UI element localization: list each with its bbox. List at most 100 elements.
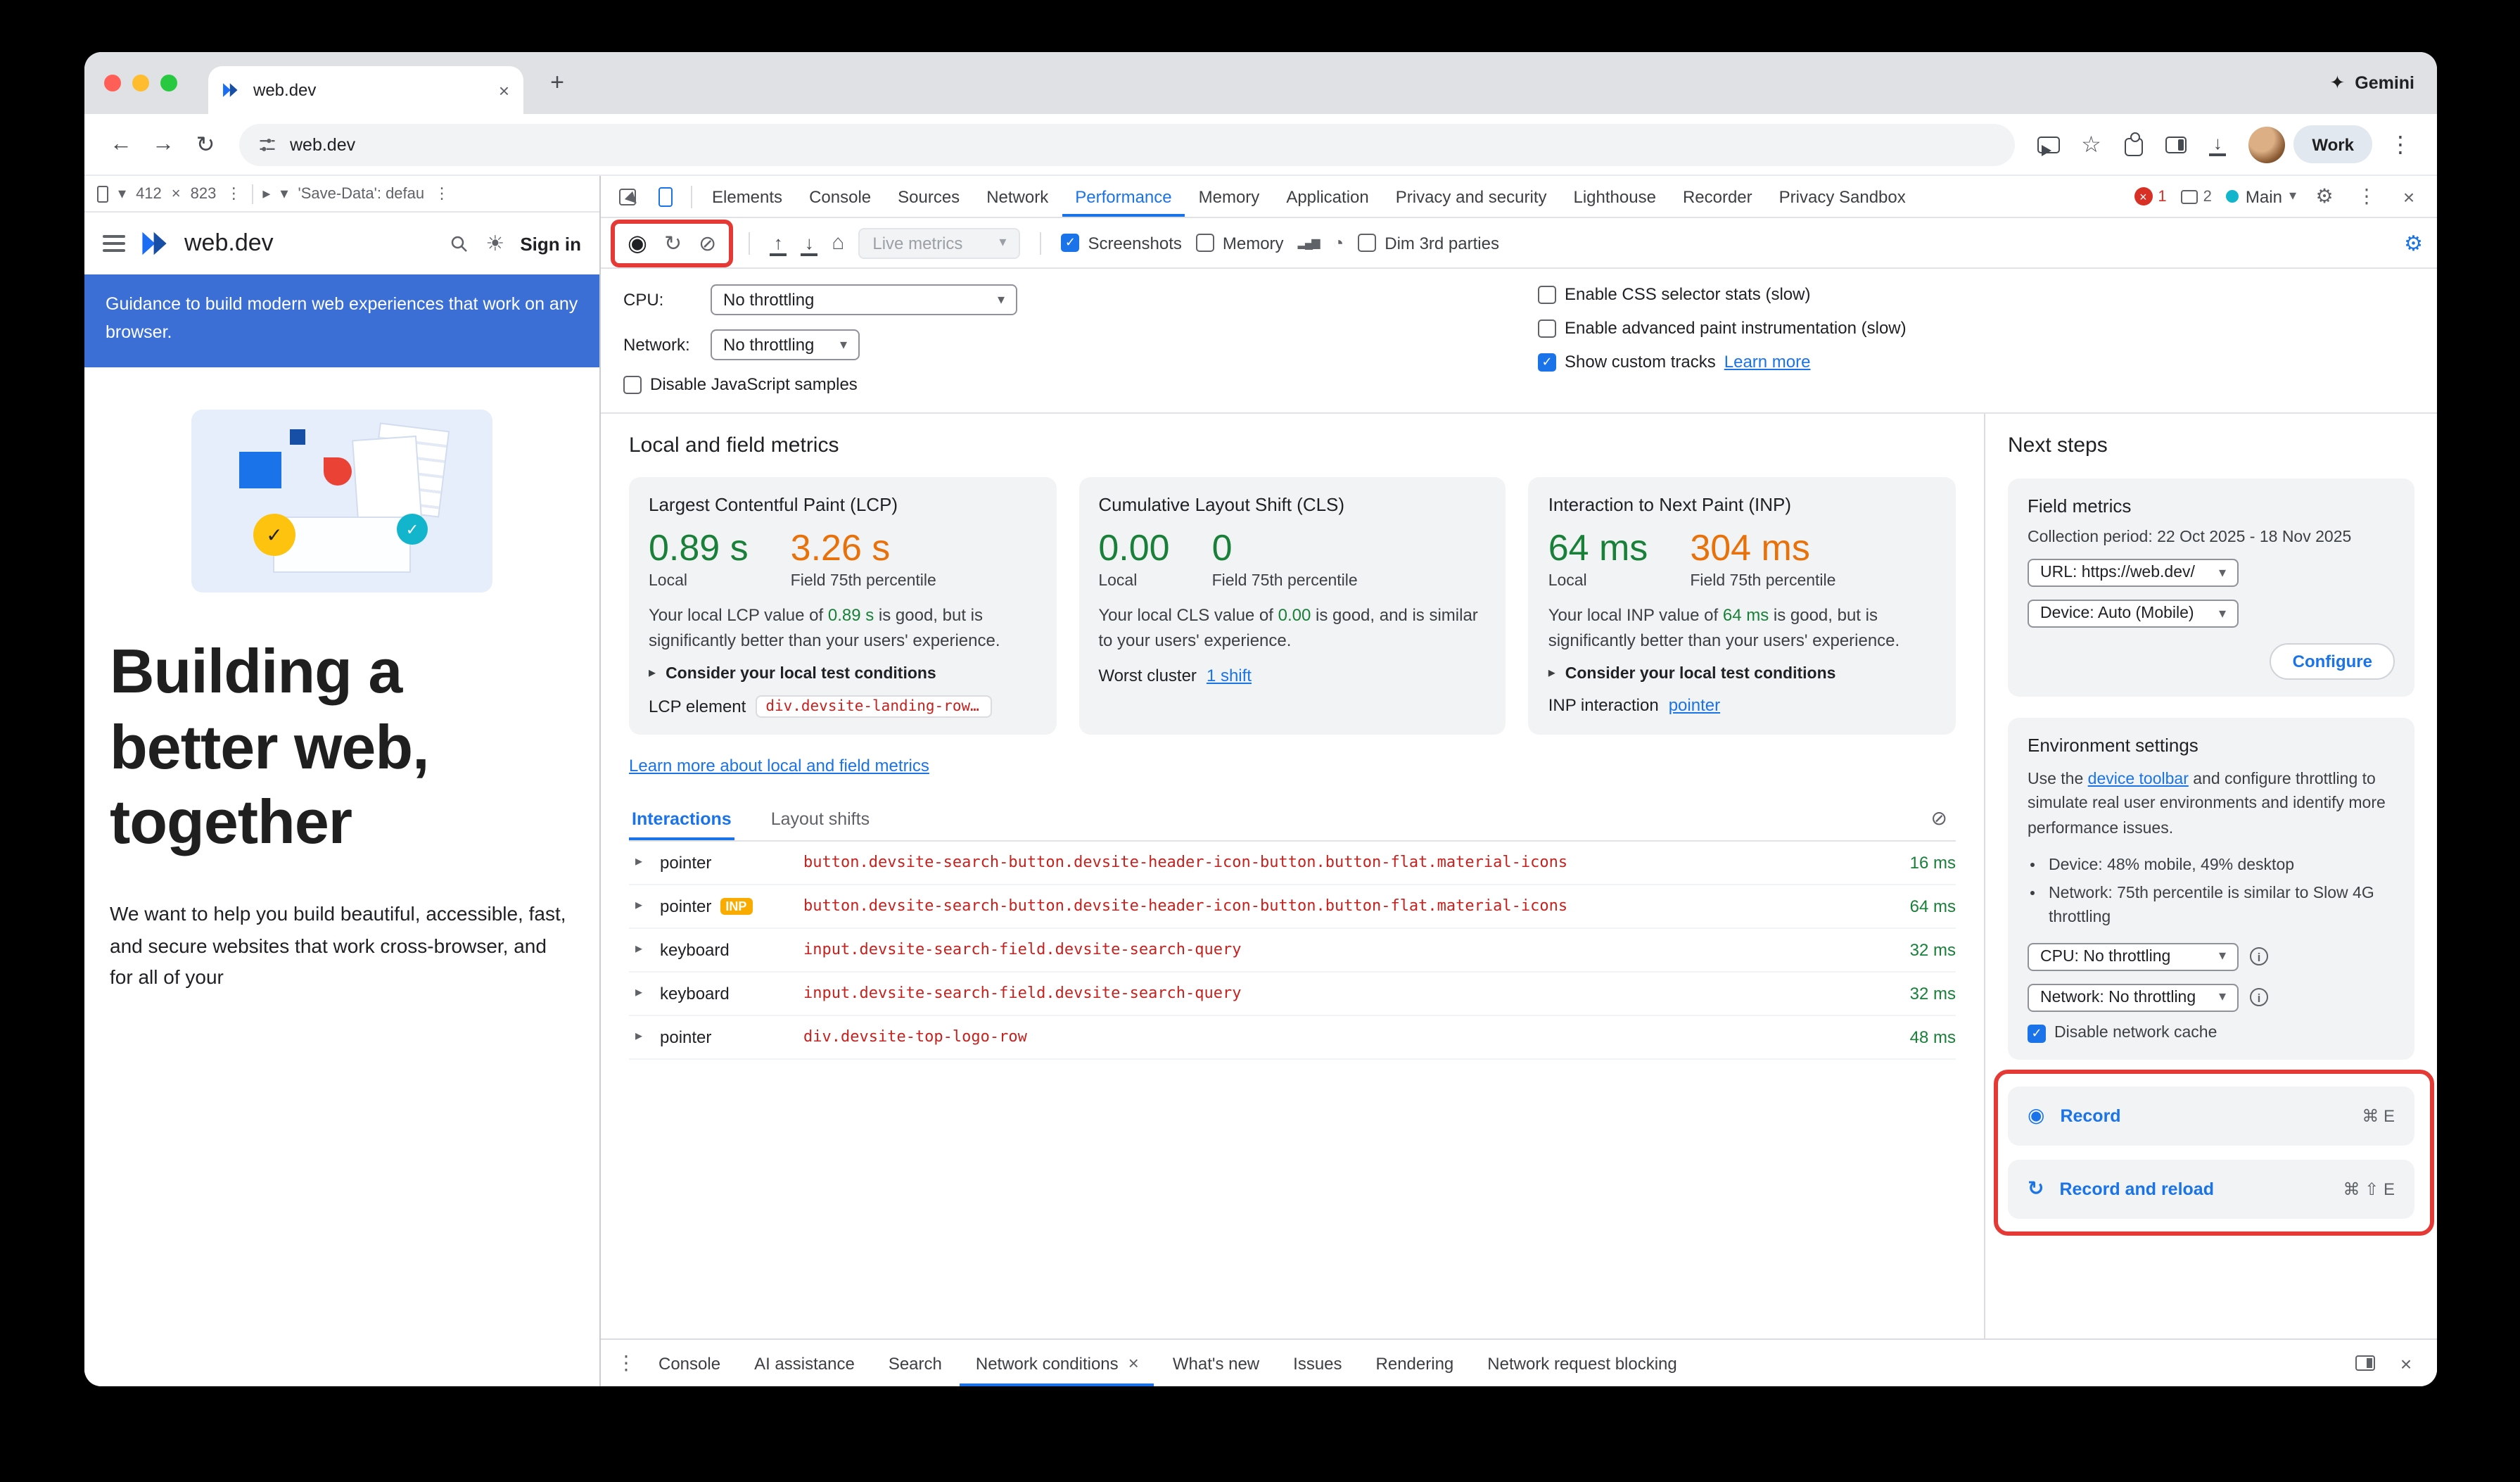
site-banner[interactable]: Guidance to build modern web experiences…	[84, 274, 599, 367]
drawer-tab-network-conditions[interactable]: Network conditions ×	[960, 1340, 1154, 1386]
row-chevron-icon[interactable]: ▸	[635, 1029, 643, 1045]
profile-pill[interactable]: Work	[2293, 125, 2372, 163]
row-chevron-icon[interactable]: ▸	[635, 854, 643, 870]
tab-sources[interactable]: Sources	[898, 186, 960, 206]
custom-tracks-checkbox[interactable]: ✓	[1538, 353, 1556, 371]
close-window-button[interactable]	[104, 75, 121, 91]
record-button[interactable]: ◉ Record ⌘ E	[2008, 1086, 2414, 1146]
messages-badge[interactable]: 2	[2180, 188, 2212, 205]
drawer-tab-network-request-blocking[interactable]: Network request blocking	[1487, 1353, 1677, 1373]
interaction-row[interactable]: ▸ keyboard input.devsite-search-field.de…	[629, 972, 1956, 1016]
tab-close-icon[interactable]: ×	[498, 80, 509, 101]
css-selector-stats-row[interactable]: Enable CSS selector stats (slow)	[1538, 284, 1907, 304]
drawer-tab-whats-new[interactable]: What's new	[1172, 1353, 1260, 1373]
viewport-width[interactable]: 412	[136, 185, 162, 202]
live-metrics-select[interactable]: Live metrics ▾	[858, 227, 1021, 258]
theme-toggle-icon[interactable]: ☀	[485, 232, 505, 256]
tab-layout-shifts[interactable]: Layout shifts	[770, 809, 870, 829]
drawer-menu-kebab-icon[interactable]: ⋮	[616, 1351, 636, 1374]
address-bar[interactable]: web.dev	[239, 123, 2016, 165]
device-toolbar-link[interactable]: device toolbar	[2087, 771, 2189, 788]
cast-icon[interactable]	[2029, 125, 2068, 164]
tab-performance[interactable]: Performance	[1062, 176, 1184, 217]
sidebar-cpu-select[interactable]: CPU: No throttling ▾	[2028, 942, 2239, 971]
tab-recorder[interactable]: Recorder	[1682, 186, 1752, 206]
sign-in-link[interactable]: Sign in	[520, 233, 581, 254]
row-chevron-icon[interactable]: ▸	[635, 898, 643, 914]
cpu-info-icon[interactable]	[2250, 947, 2268, 966]
record-and-reload-icon[interactable]: ↻	[663, 232, 682, 255]
minimize-window-button[interactable]	[132, 75, 149, 91]
media-caret-icon[interactable]: ▾	[280, 186, 288, 203]
capture-settings-gear-icon[interactable]: ⚙	[2404, 232, 2423, 255]
device-select-icon[interactable]	[97, 185, 108, 202]
browser-tab[interactable]: web.dev ×	[208, 66, 523, 114]
devtools-close-icon[interactable]: ×	[2403, 185, 2415, 208]
metrics-learn-more-link[interactable]: Learn more about local and field metrics	[629, 755, 929, 775]
cpu-throttling-select[interactable]: No throttling ▾	[711, 284, 1017, 315]
network-info-icon[interactable]	[2250, 988, 2268, 1007]
side-panel-icon[interactable]	[2156, 125, 2195, 164]
emulated-media-value[interactable]: 'Save-Data': defau	[298, 185, 425, 202]
clear-icon[interactable]: ⊘	[699, 232, 717, 255]
drawer-close-icon[interactable]: ×	[2400, 1352, 2412, 1374]
forward-button[interactable]: →	[152, 132, 174, 156]
drawer-tab-console[interactable]: Console	[658, 1353, 721, 1373]
memory-checkbox-row[interactable]: Memory	[1195, 233, 1284, 253]
paint-instrumentation-row[interactable]: Enable advanced paint instrumentation (s…	[1538, 318, 1907, 338]
extensions-puzzle-icon[interactable]	[2113, 125, 2153, 164]
device-select-caret[interactable]: ▾	[118, 186, 127, 203]
search-icon[interactable]	[449, 233, 470, 254]
row-chevron-icon[interactable]: ▸	[635, 942, 643, 958]
disable-js-samples-row[interactable]: Disable JavaScript samples	[623, 374, 1538, 394]
zoom-window-button[interactable]	[160, 75, 177, 91]
drawer-tab-close-icon[interactable]: ×	[1128, 1353, 1139, 1374]
error-badge[interactable]: × 1	[2134, 187, 2167, 205]
drawer-tab-rendering[interactable]: Rendering	[1375, 1353, 1454, 1373]
tab-interactions[interactable]: Interactions	[629, 797, 734, 840]
devtools-settings-gear-icon[interactable]: ⚙	[2315, 184, 2334, 207]
disable-js-samples-checkbox[interactable]	[623, 375, 642, 393]
bookmark-star-icon[interactable]: ☆	[2081, 133, 2101, 157]
new-tab-button[interactable]: +	[550, 69, 564, 96]
screenshots-checkbox-row[interactable]: ✓ Screenshots	[1061, 233, 1182, 253]
downloads-icon[interactable]: ↓	[2198, 125, 2237, 164]
record-icon[interactable]: ◉	[628, 232, 647, 255]
drawer-tab-search[interactable]: Search	[888, 1353, 942, 1373]
browser-menu-kebab-icon[interactable]: ⋮	[2389, 133, 2412, 157]
media-chevron-icon[interactable]: ▸	[262, 186, 271, 203]
profile-avatar[interactable]	[2248, 126, 2286, 163]
drawer-dock-icon[interactable]	[2355, 1355, 2375, 1371]
screenshots-checkbox[interactable]: ✓	[1061, 234, 1080, 252]
tab-console[interactable]: Console	[809, 186, 872, 206]
lcp-expander[interactable]: ▸ Consider your local test conditions	[649, 665, 1036, 682]
cls-worst-cluster-link[interactable]: 1 shift	[1206, 665, 1252, 685]
back-button[interactable]: ←	[110, 132, 132, 156]
disable-network-cache-row[interactable]: ✓ Disable network cache	[2028, 1024, 2395, 1043]
cpu-gauge-icon[interactable]: ◔	[1332, 232, 1344, 253]
dim-3p-checkbox-row[interactable]: Dim 3rd parties	[1358, 233, 1499, 253]
tab-lighthouse[interactable]: Lighthouse	[1573, 186, 1656, 206]
devtools-menu-kebab-icon[interactable]: ⋮	[2357, 184, 2376, 207]
interaction-row[interactable]: ▸ pointer INP button.devsite-search-butt…	[629, 885, 1956, 929]
drawer-tab-ai-assist[interactable]: AI assistance	[754, 1353, 855, 1373]
tab-privacy-sandbox[interactable]: Privacy Sandbox	[1778, 186, 1906, 206]
memory-checkbox[interactable]	[1195, 234, 1214, 252]
field-url-select[interactable]: URL: https://web.dev/ ▾	[2028, 559, 2239, 587]
clear-interactions-icon[interactable]: ⊘	[1930, 806, 1947, 830]
device-more-kebab-icon[interactable]: ⋮	[226, 186, 242, 203]
tab-elements[interactable]: Elements	[712, 186, 783, 206]
configure-button[interactable]: Configure	[2270, 643, 2395, 680]
site-logo[interactable]: web.dev	[141, 229, 274, 258]
row-chevron-icon[interactable]: ▸	[635, 985, 643, 1001]
dim-3p-checkbox[interactable]	[1358, 234, 1377, 252]
disable-network-cache-checkbox[interactable]: ✓	[2028, 1024, 2046, 1043]
custom-tracks-learn-more-link[interactable]: Learn more	[1724, 352, 1811, 372]
viewport-height[interactable]: 823	[190, 185, 217, 202]
hamburger-menu-icon[interactable]	[103, 235, 125, 252]
load-profile-icon[interactable]: ↑	[770, 230, 787, 255]
inspect-element-icon[interactable]	[609, 176, 646, 217]
lcp-element-chip[interactable]: div.devsite-landing-row-ite…	[756, 695, 993, 718]
js-context-selector[interactable]: Main ▾	[2225, 186, 2296, 206]
reload-button[interactable]: ↻	[196, 133, 215, 157]
